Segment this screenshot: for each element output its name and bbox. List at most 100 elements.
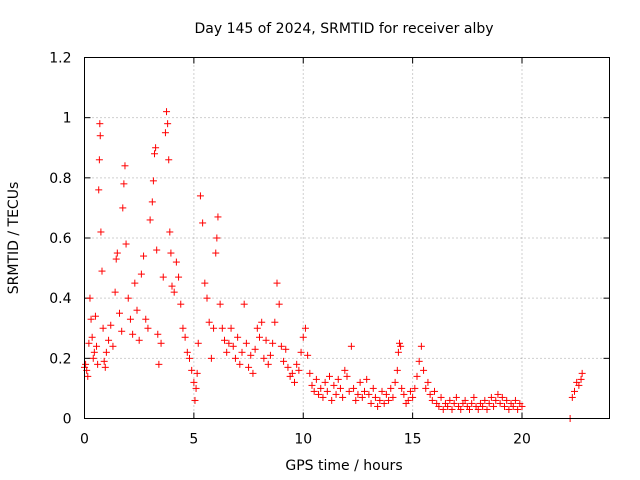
data-point [345,387,353,395]
data-point [87,315,95,323]
data-point [90,348,98,356]
data-point [146,216,154,224]
data-point [183,348,191,356]
data-point [437,393,445,401]
x-tick-label: 20 [513,432,531,448]
data-point [242,339,250,347]
data-point [319,393,327,401]
data-point [439,405,447,413]
data-point [356,378,364,386]
data-point [277,342,285,350]
data-point [124,294,132,302]
data-point [496,399,504,407]
plot-frame [84,57,610,419]
data-point [428,396,436,404]
y-tick-label: 1.2 [49,51,71,67]
data-point [424,378,432,386]
data-point [479,402,487,410]
data-point [299,333,307,341]
data-point [253,324,261,332]
data-point [234,333,242,341]
data-point [168,282,176,290]
x-tick-label: 10 [294,432,312,448]
data-point [380,399,388,407]
data-point [426,390,434,398]
data-point [152,144,160,152]
data-point [466,405,473,413]
data-point [501,402,508,410]
x-tick-label: 5 [189,432,198,448]
data-point [485,399,493,407]
data-point [321,378,329,386]
y-tick-label: 0.2 [49,351,71,367]
data-point [91,312,99,320]
data-point [336,384,344,392]
data-point [275,300,283,308]
data-point [155,360,163,368]
data-point [354,390,362,398]
data-point [269,339,277,347]
data-point [306,369,314,377]
data-point [358,393,366,401]
data-point [89,354,97,362]
data-point [122,240,130,248]
data-point [256,333,263,341]
data-point [223,348,231,356]
data-point [166,228,174,236]
y-tick-label: 0 [63,412,72,428]
data-point [84,372,92,380]
data-point [112,255,120,263]
data-point [575,381,583,389]
data-point [203,294,211,302]
data-point [179,324,187,332]
data-point [177,300,185,308]
data-point [102,348,110,356]
data-point [111,288,119,296]
data-point [578,369,586,377]
data-point [85,339,93,347]
data-point [326,372,333,380]
data-point [149,177,157,185]
data-point [236,360,244,368]
data-point [107,321,115,329]
data-point [487,393,495,401]
chart-title: Day 145 of 2024, SRMTID for receiver alb… [194,21,493,37]
data-point [518,402,526,410]
data-point [225,339,233,347]
data-point [297,348,305,356]
data-point [163,108,171,116]
data-point [188,366,196,374]
data-point [328,396,336,404]
data-point [157,339,165,347]
data-point [422,384,430,392]
data-point [367,399,375,407]
data-point [154,330,162,338]
data-point [448,405,456,413]
data-point [350,384,358,392]
data-point [363,375,371,383]
data-point [164,120,172,128]
data-point [137,270,145,278]
data-point [317,384,325,392]
x-tick-label: 15 [404,432,422,448]
data-point [394,348,402,356]
axis-ticks: 0 0.2 0.4 0.6 0.8 1 1.2 0 5 10 15 20 [49,51,610,448]
data-point [119,204,127,212]
data-point [142,315,150,323]
data-point [308,381,316,389]
data-point [101,363,109,371]
data-point [109,342,117,350]
data-point [282,345,290,353]
data-point [148,198,156,206]
data-point [323,387,331,395]
data-point [229,342,237,350]
data-point [435,402,443,410]
data-point [291,378,298,386]
data-point [121,162,129,170]
data-point [264,360,272,368]
data-point [400,390,408,398]
data-point [490,402,498,410]
data-point [159,273,167,281]
data-point [193,369,201,377]
data-point [378,387,386,395]
